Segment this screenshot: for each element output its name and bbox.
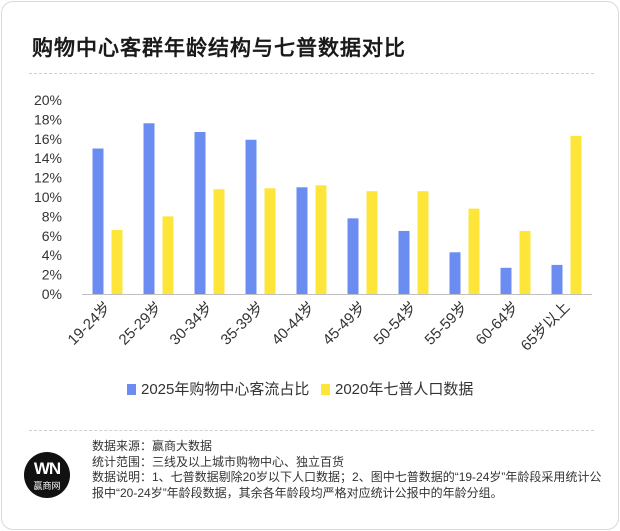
y-tick-label: 20% (34, 92, 62, 108)
x-tick-label: 45-49岁 (320, 299, 370, 349)
y-tick-label: 8% (42, 208, 62, 224)
bar-census-2020 (264, 188, 276, 294)
x-tick-label: 55-59岁 (422, 299, 472, 349)
bar-census-2020 (519, 230, 531, 294)
bar-chart: 0% 2% 4% 6% 8% 10% 12% 14% 16% 18% 20% 19-24岁 25-29岁… (34, 92, 592, 398)
bar-census-2020 (366, 191, 378, 294)
bar-census-2020 (315, 185, 327, 294)
y-tick-label: 14% (34, 150, 62, 166)
legend-label-mall-2025: 2025年购物中心客流占比 (141, 381, 309, 398)
x-tick-label: 60-64岁 (473, 299, 523, 349)
y-tick-label: 10% (34, 189, 62, 205)
footer-notes: 数据来源：赢商大数据 统计范围：三线及以上城市购物中心、独立百货 数据说明：1、… (92, 439, 602, 501)
y-tick-label: 2% (42, 267, 62, 283)
legend-label-census-2020: 2020年七普人口数据 (335, 381, 473, 398)
bar-mall-2025 (245, 139, 257, 294)
title-divider (29, 73, 594, 74)
bar-mall-2025 (398, 230, 410, 294)
footer-divider (29, 430, 594, 431)
bar-mall-2025 (449, 252, 461, 294)
bar-census-2020 (468, 208, 480, 294)
scope-note: 统计范围：三线及以上城市购物中心、独立百货 (92, 454, 345, 469)
x-tick-label: 30-34岁 (167, 299, 217, 349)
y-tick-label: 16% (34, 131, 62, 147)
x-tick-label: 40-44岁 (269, 299, 319, 349)
bar-mall-2025 (347, 218, 359, 294)
x-tick-label: 35-39岁 (218, 299, 268, 349)
bar-census-2020 (570, 135, 582, 294)
bar-mall-2025 (92, 148, 104, 294)
x-tick-label: 25-29岁 (116, 299, 166, 349)
bar-mall-2025 (551, 264, 563, 294)
legend-swatch-census-2020 (321, 384, 330, 395)
logo-mark: WN (33, 459, 61, 478)
x-tick-label: 65岁以上 (518, 299, 574, 355)
data-description-note: 数据说明：1、七普数据剔除20岁以下人口数据；2、图中七普数据的“19-24岁”… (92, 470, 602, 500)
bar-census-2020 (162, 216, 174, 294)
chart-title: 购物中心客群年龄结构与七普数据对比 (32, 37, 406, 60)
bar-census-2020 (417, 191, 429, 294)
y-tick-label: 6% (42, 228, 62, 244)
brand-logo: WN 赢商网 (24, 452, 70, 498)
bar-census-2020 (213, 189, 225, 294)
bar-mall-2025 (500, 267, 512, 294)
y-tick-label: 4% (42, 247, 62, 263)
bar-mall-2025 (296, 187, 308, 294)
bar-mall-2025 (143, 123, 155, 294)
bar-mall-2025 (194, 132, 206, 294)
x-tick-label: 50-54岁 (371, 299, 421, 349)
y-tick-label: 0% (42, 286, 62, 302)
y-tick-label: 18% (34, 111, 62, 127)
data-source-note: 数据来源：赢商大数据 (92, 439, 213, 453)
bar-census-2020 (111, 229, 123, 294)
y-tick-label: 12% (34, 170, 62, 186)
x-tick-label: 19-24岁 (65, 299, 115, 349)
logo-text: 赢商网 (33, 481, 61, 491)
legend-swatch-mall-2025 (127, 384, 136, 395)
